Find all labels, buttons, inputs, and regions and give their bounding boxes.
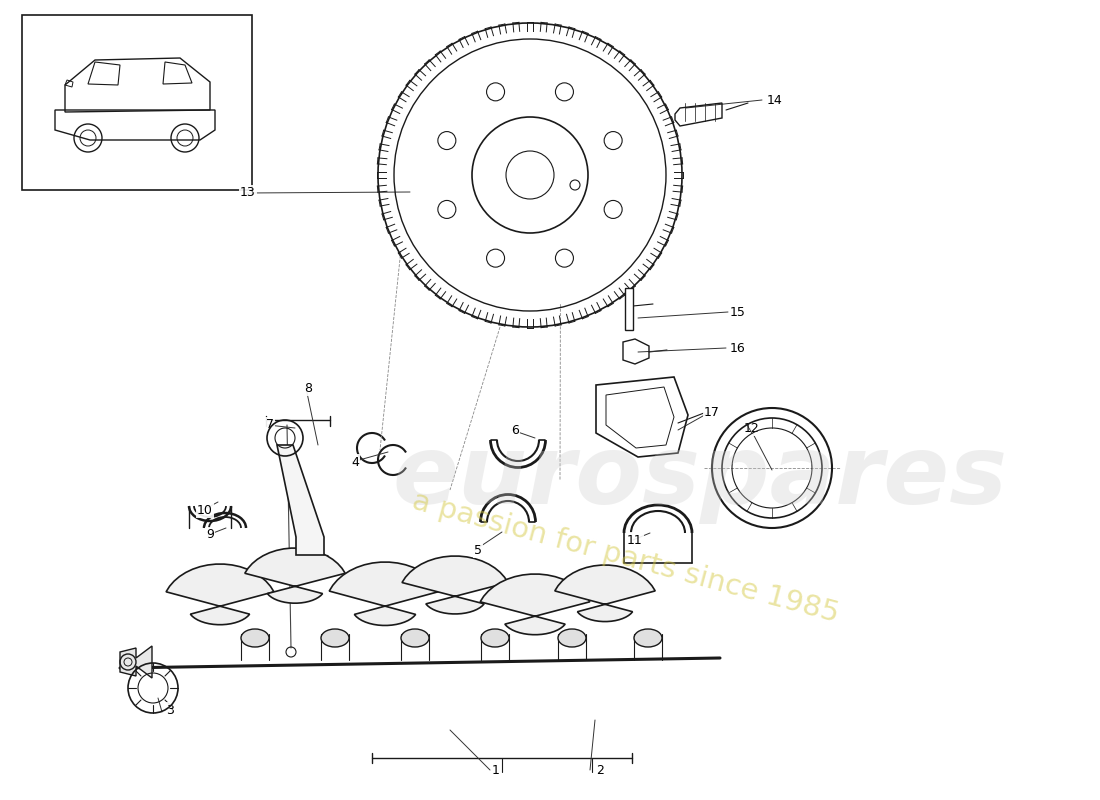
Text: 11: 11 — [627, 534, 642, 546]
Polygon shape — [329, 562, 441, 626]
Text: a passion for parts since 1985: a passion for parts since 1985 — [408, 487, 842, 629]
Text: 17: 17 — [704, 406, 719, 418]
Text: 16: 16 — [730, 342, 746, 354]
Ellipse shape — [634, 629, 662, 647]
Text: 5: 5 — [474, 543, 482, 557]
Ellipse shape — [321, 629, 349, 647]
Text: 14: 14 — [767, 94, 783, 106]
Ellipse shape — [558, 629, 586, 647]
Polygon shape — [166, 564, 274, 625]
Text: 9: 9 — [206, 529, 213, 542]
Text: 8: 8 — [304, 382, 312, 394]
Polygon shape — [245, 548, 345, 603]
Text: 2: 2 — [596, 763, 604, 777]
Text: 10: 10 — [197, 503, 213, 517]
Ellipse shape — [241, 629, 270, 647]
Text: 12: 12 — [744, 422, 760, 434]
Text: 6: 6 — [512, 423, 519, 437]
Text: 13: 13 — [240, 186, 256, 199]
Polygon shape — [402, 556, 508, 614]
Polygon shape — [554, 565, 656, 622]
Text: eurospares: eurospares — [393, 431, 1008, 525]
Text: 3: 3 — [166, 703, 174, 717]
Ellipse shape — [481, 629, 509, 647]
FancyBboxPatch shape — [625, 288, 632, 330]
Text: 1: 1 — [492, 763, 499, 777]
FancyBboxPatch shape — [22, 15, 252, 190]
Ellipse shape — [402, 629, 429, 647]
Text: 7: 7 — [266, 418, 274, 431]
Text: 4: 4 — [351, 455, 359, 469]
Polygon shape — [277, 445, 324, 555]
Polygon shape — [120, 646, 152, 678]
Text: 15: 15 — [730, 306, 746, 318]
Polygon shape — [480, 574, 590, 634]
